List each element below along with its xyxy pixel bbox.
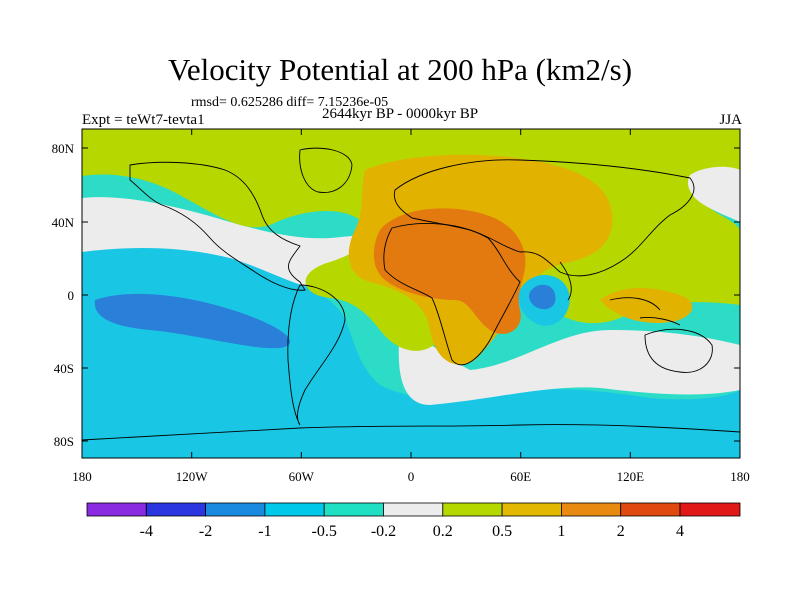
coastline-africa	[383, 222, 521, 366]
colorbar-swatch	[501, 502, 562, 517]
period-label: 2644kyr BP - 0000kyr BP	[322, 106, 479, 122]
colorbar-swatch	[383, 502, 444, 517]
contour-positive-maritime	[600, 288, 693, 324]
coastlines	[82, 147, 740, 441]
lat-tick-label: 80S	[54, 434, 74, 449]
coastline-north-america	[129, 161, 306, 291]
lon-ticks	[81, 129, 741, 458]
lon-tick-label: 120W	[176, 469, 209, 484]
contour-strong-positive-africa	[373, 208, 526, 334]
lat-tick-label: 80N	[52, 141, 75, 156]
map-title: Velocity Potential at 200 hPa (km2/s)	[167, 52, 633, 87]
colorbar-swatch	[679, 502, 741, 517]
contour-strong-negative-pacific	[94, 293, 291, 349]
coastline-australia	[644, 328, 713, 373]
colorbar-label: 1	[557, 523, 565, 540]
coastline-india	[559, 261, 572, 301]
colorbar-swatch	[205, 502, 266, 517]
coastline-eurasia	[393, 159, 695, 277]
experiment-label: Expt = teWt7-tevta1	[82, 112, 205, 128]
lat-tick-label: 40N	[52, 215, 75, 230]
season-label: JJA	[719, 112, 742, 128]
coastline-south-america	[287, 284, 346, 426]
contour-neutral-npacific	[687, 166, 740, 222]
contour-strong-negative-arabian-sea	[528, 284, 556, 310]
colorbar-label: 2	[617, 523, 625, 540]
colorbar-label: 0.5	[492, 523, 512, 540]
coastline-greenland	[299, 147, 353, 193]
lat-tick-label: 0	[68, 288, 75, 303]
colorbar-label: -4	[140, 523, 153, 540]
lon-tick-label: 60W	[289, 469, 315, 484]
colorbar	[86, 502, 741, 517]
colorbar-swatch	[145, 502, 207, 517]
lat-tick-label: 40S	[54, 361, 74, 376]
lon-tick-label: 180	[730, 469, 750, 484]
colorbar-label: -1	[258, 523, 271, 540]
colorbar-swatch	[561, 502, 622, 517]
lon-tick-label: 180	[72, 469, 92, 484]
colorbar-swatch	[264, 502, 325, 517]
contour-field	[82, 129, 740, 458]
colorbar-swatch	[620, 502, 681, 517]
stats-text: rmsd= 0.625286 diff= 7.15236e-05	[191, 95, 389, 110]
contour-neutral-band	[82, 197, 392, 290]
colorbar-label: 0.2	[433, 523, 453, 540]
colorbar-label: -0.2	[371, 523, 396, 540]
lon-tick-label: 60E	[510, 469, 531, 484]
lon-tick-label: 0	[408, 469, 415, 484]
coastline-maritime	[609, 297, 681, 326]
contour-neutral-southern	[398, 330, 740, 405]
colorbar-label: -0.5	[312, 523, 337, 540]
colorbar-swatch	[323, 502, 384, 517]
colorbar-label: -2	[199, 523, 212, 540]
colorbar-swatch	[86, 502, 147, 517]
colorbar-label: 4	[676, 523, 684, 540]
lat-ticks	[82, 147, 740, 442]
contour-negative-pacific	[82, 240, 740, 458]
lon-tick-label: 120E	[617, 469, 645, 484]
colorbar-swatch	[442, 502, 503, 517]
coastline-antarctica	[82, 424, 740, 441]
